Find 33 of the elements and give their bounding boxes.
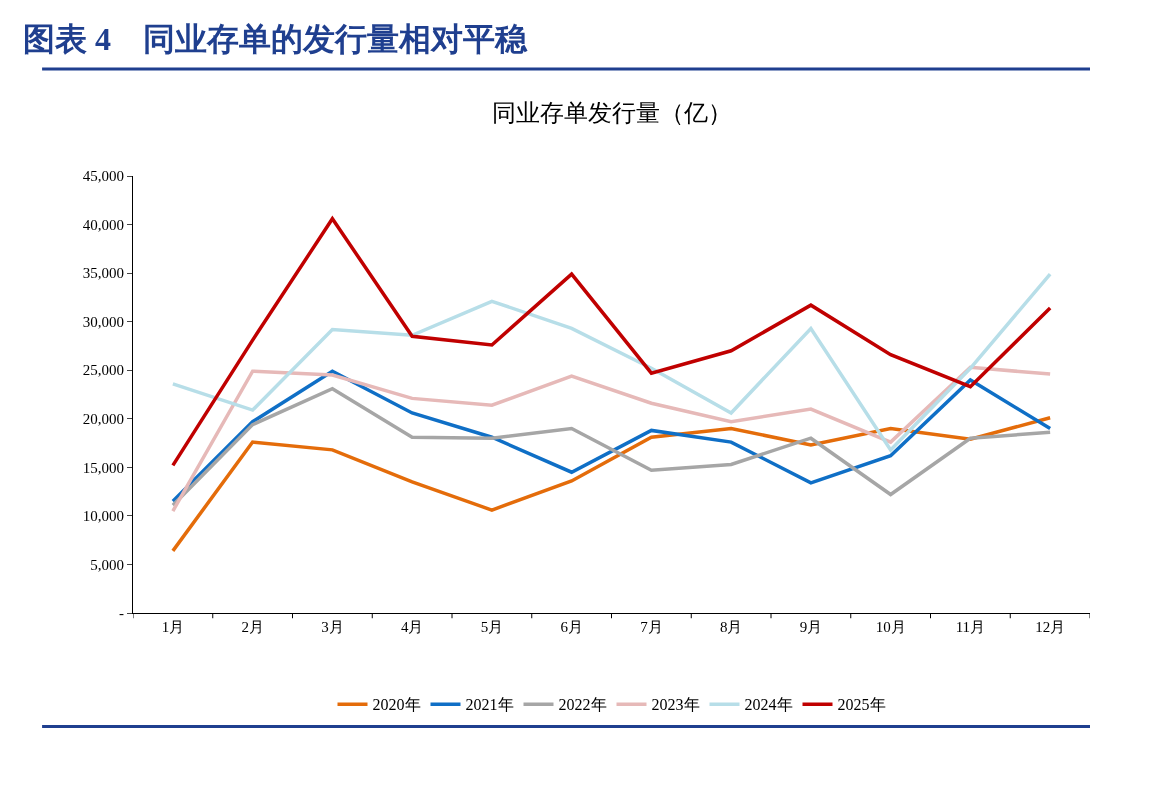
x-tick-label: 9月 bbox=[799, 619, 823, 635]
y-tick-label: 40,000 bbox=[82, 216, 124, 233]
line-series bbox=[171, 216, 1052, 468]
y-tick-label: 10,000 bbox=[82, 508, 124, 525]
legend-label: 2024年 bbox=[744, 696, 793, 714]
legend-label: 2022年 bbox=[558, 696, 607, 714]
x-tick-label: 2月 bbox=[241, 619, 264, 635]
legend-label: 2025年 bbox=[837, 696, 886, 714]
x-tick-label: 10月 bbox=[875, 619, 906, 635]
chart-subtitle: 同业存单发行量（亿） bbox=[492, 100, 732, 126]
x-tick-label: 5月 bbox=[480, 619, 504, 635]
y-tick-label: - bbox=[119, 605, 124, 622]
x-tick-label: 8月 bbox=[719, 619, 743, 635]
y-tick-label: 20,000 bbox=[82, 411, 124, 428]
legend-label: 2020年 bbox=[372, 696, 421, 714]
y-tick-label: 30,000 bbox=[82, 313, 124, 330]
line-series bbox=[171, 416, 1052, 553]
legend-label: 2021年 bbox=[465, 696, 514, 714]
x-tick-label: 3月 bbox=[321, 619, 344, 635]
x-tick-label: 7月 bbox=[640, 619, 663, 635]
x-tick-label: 4月 bbox=[400, 619, 424, 635]
x-tick-label: 12月 bbox=[1035, 619, 1066, 635]
y-tick-label: 25,000 bbox=[82, 362, 124, 379]
x-tick-label: 6月 bbox=[560, 619, 583, 635]
x-tick-label: 11月 bbox=[955, 619, 986, 635]
chart-title: 图表 4 同业存单的发行量相对平稳 bbox=[22, 21, 528, 58]
legend-label: 2023年 bbox=[651, 696, 700, 714]
y-tick-label: 15,000 bbox=[82, 459, 124, 476]
y-tick-label: 45,000 bbox=[82, 168, 124, 185]
line-series bbox=[171, 272, 1052, 452]
y-tick-label: 5,000 bbox=[90, 556, 124, 573]
y-tick-label: 35,000 bbox=[82, 265, 124, 282]
x-tick-label: 1月 bbox=[161, 619, 185, 635]
